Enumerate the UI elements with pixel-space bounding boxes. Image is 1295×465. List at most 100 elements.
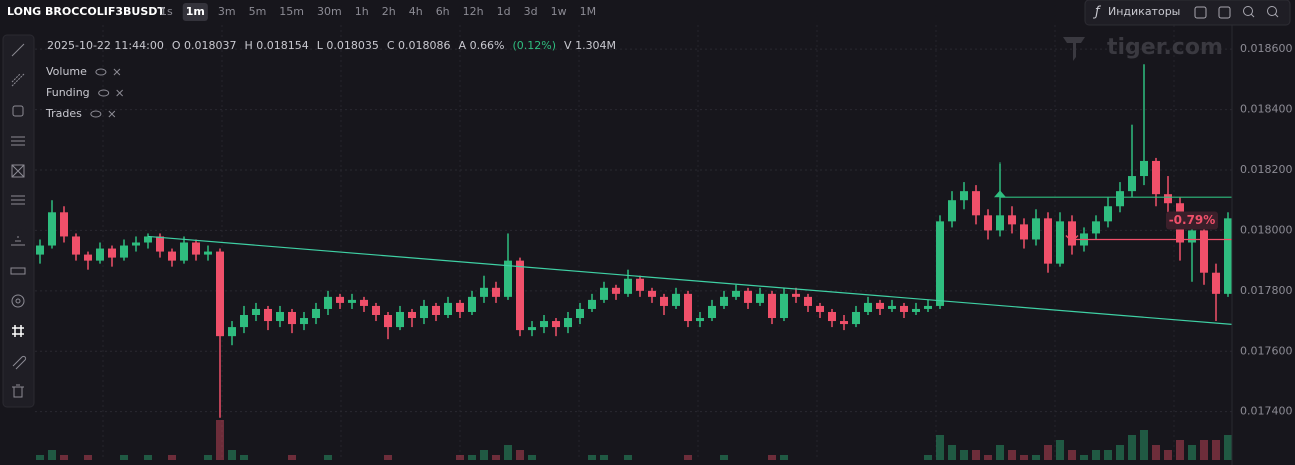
volume-bar — [972, 450, 980, 460]
candle-body — [240, 315, 248, 328]
drawing-tool[interactable] — [12, 355, 27, 370]
interval-button[interactable]: 12h — [463, 5, 484, 18]
interval-button[interactable]: 3d — [524, 5, 538, 18]
ohlc-item: H 0.018154 — [244, 39, 308, 52]
volume-bar — [1032, 455, 1040, 460]
candle-body — [1152, 160, 1160, 195]
volume-bar — [1152, 445, 1160, 460]
zoom-icon[interactable] — [1267, 6, 1277, 16]
interval-button[interactable]: 1h — [355, 5, 369, 18]
tool-glyph — [11, 236, 25, 246]
candle-body — [324, 296, 332, 309]
drawing-tool[interactable] — [10, 267, 26, 275]
tool-glyph — [11, 164, 25, 178]
volume-bar — [588, 455, 596, 460]
eye-icon[interactable] — [95, 68, 107, 76]
volume-bar — [480, 450, 488, 460]
candle-body — [1116, 191, 1124, 207]
interval-button[interactable]: 2h — [382, 5, 396, 18]
candle-body — [612, 287, 620, 294]
volume-bar — [936, 435, 944, 460]
interval-button[interactable]: 6h — [436, 5, 450, 18]
volume-bar — [1164, 450, 1172, 460]
candle-body — [96, 248, 104, 261]
volume-bar — [780, 455, 788, 460]
volume-bar — [1092, 450, 1100, 460]
candle-body — [372, 305, 380, 315]
candle-body — [732, 290, 740, 297]
drawing-tool[interactable] — [11, 43, 25, 57]
interval-button[interactable]: 30m — [317, 5, 342, 18]
drawing-tool[interactable] — [11, 136, 25, 146]
legend-item: Funding — [46, 86, 90, 99]
watermark-logo — [1063, 37, 1085, 61]
drawing-tool[interactable] — [12, 325, 24, 337]
candle-body — [1164, 194, 1172, 204]
interval-button[interactable]: 1M — [580, 5, 597, 18]
volume-bar — [1128, 435, 1136, 460]
candle-body — [648, 290, 656, 297]
interval-button[interactable]: 1s — [160, 5, 173, 18]
ohlc-item: (0.12%) — [513, 39, 557, 52]
interval-button[interactable]: 5m — [249, 5, 267, 18]
candle-body — [360, 299, 368, 306]
interval-button[interactable]: 1w — [551, 5, 567, 18]
interval-button[interactable]: 15m — [279, 5, 304, 18]
candle-body — [696, 318, 704, 322]
drawing-tool[interactable] — [11, 73, 25, 87]
zoom-handle — [1274, 13, 1279, 18]
candle-body — [576, 308, 584, 319]
candle-body — [1128, 176, 1136, 192]
volume-bar — [1020, 455, 1028, 460]
drawing-toolbar — [2, 34, 35, 408]
candle-body — [984, 215, 992, 231]
close-icon[interactable] — [116, 89, 124, 97]
volume-bar — [216, 420, 224, 460]
volume-bar — [144, 455, 152, 460]
close-icon[interactable] — [108, 110, 116, 118]
close-icon[interactable] — [113, 68, 121, 76]
volume-bar — [924, 455, 932, 460]
interval-button[interactable]: 1m — [186, 5, 205, 18]
candle-body — [852, 311, 860, 325]
tool-glyph — [11, 43, 25, 57]
legend-item: Volume — [46, 65, 87, 78]
tool-icon[interactable] — [1218, 6, 1231, 19]
tool-icon[interactable] — [1194, 6, 1207, 19]
candle-body — [1200, 230, 1208, 273]
interval-button[interactable]: 1d — [497, 5, 511, 18]
candle-body — [756, 293, 764, 303]
drawing-tool[interactable] — [12, 105, 24, 117]
candle-body — [408, 311, 416, 319]
interval-button[interactable]: 3m — [218, 5, 236, 18]
interval-button[interactable]: 4h — [409, 5, 423, 18]
volume-bar — [720, 455, 728, 460]
drawing-tool[interactable] — [12, 384, 24, 398]
candle-body — [552, 321, 560, 328]
candle-body — [1140, 160, 1148, 177]
volume-bar — [504, 445, 512, 460]
candle-body — [480, 287, 488, 297]
y-tick-label: 0.018200 — [1240, 163, 1293, 176]
eye-icon[interactable] — [90, 110, 102, 118]
candle-body — [804, 296, 812, 306]
drawing-tool[interactable] — [11, 294, 25, 308]
drawing-tool[interactable] — [11, 164, 25, 178]
indicators-button[interactable]: Индикаторы — [1108, 5, 1180, 18]
eye-icon[interactable] — [98, 89, 110, 97]
drawing-tool[interactable] — [11, 195, 25, 205]
candle-body — [720, 296, 728, 306]
y-tick-label: 0.018000 — [1240, 223, 1293, 236]
candle-body — [780, 293, 788, 319]
candle-body — [264, 308, 272, 322]
volume-bar — [996, 445, 1004, 460]
zoom-icon[interactable] — [1243, 6, 1253, 16]
candle-body — [972, 191, 980, 216]
candle-body — [1224, 218, 1232, 294]
ohlc-item: L 0.018035 — [317, 39, 379, 52]
candle-body — [876, 302, 884, 309]
drawing-tool[interactable] — [11, 236, 25, 246]
candle-body — [156, 236, 164, 252]
candle-body — [432, 305, 440, 315]
candle-body — [816, 305, 824, 312]
